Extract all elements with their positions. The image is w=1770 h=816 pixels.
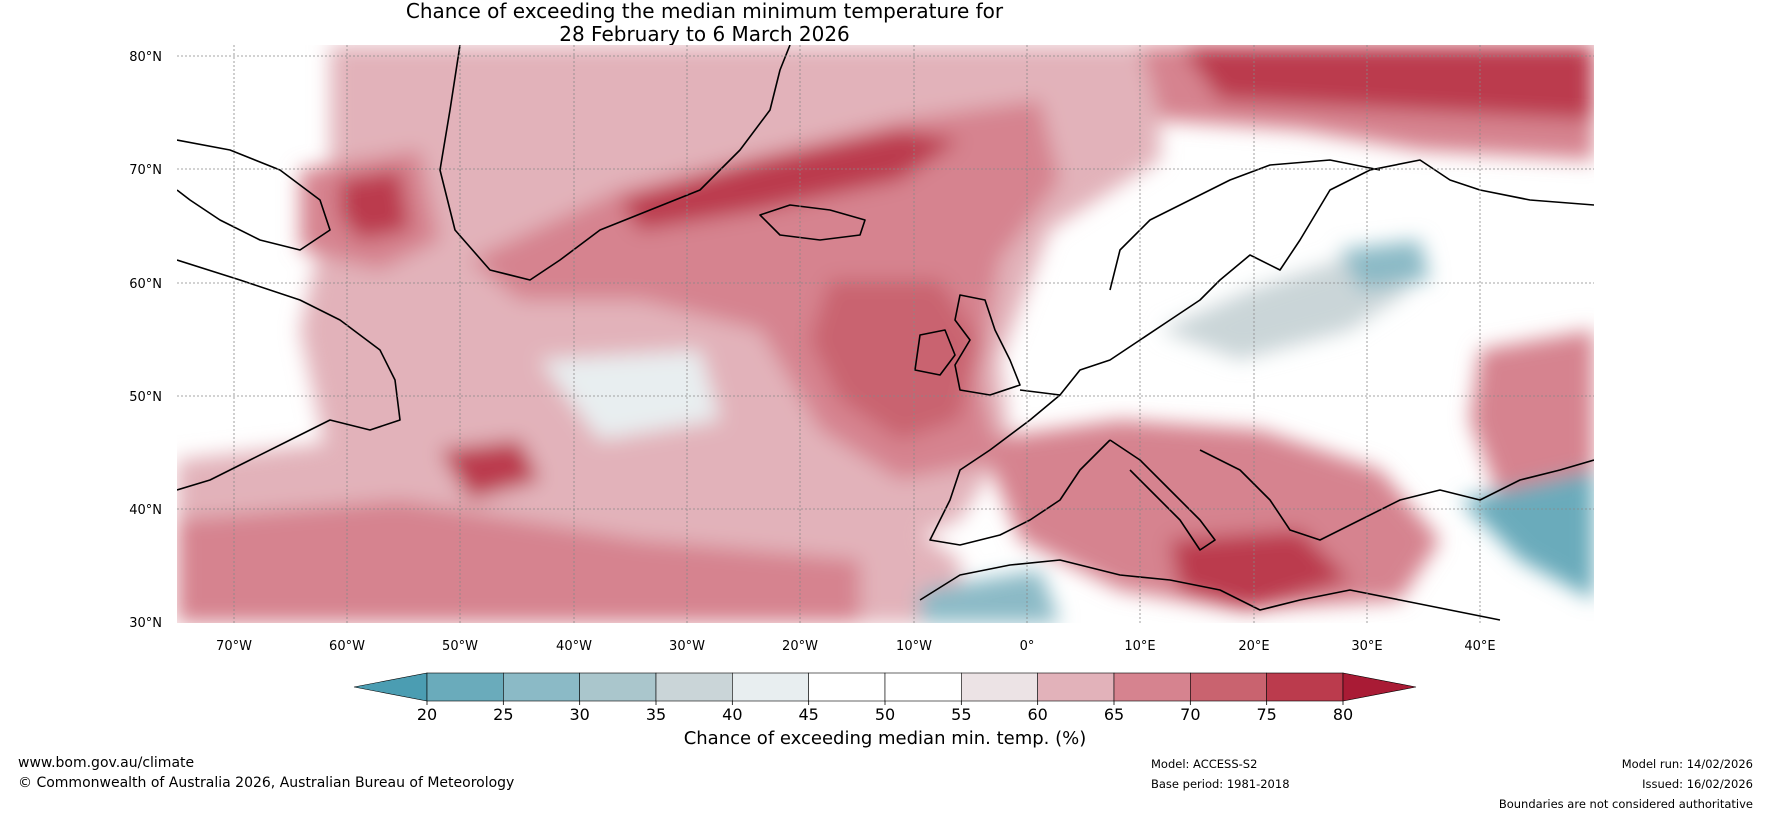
colorbar-segment bbox=[1113, 672, 1191, 702]
colorbar-segment bbox=[1266, 672, 1344, 702]
longitude-labels: 70°W 60°W 50°W 40°W 30°W 20°W 10°W 0° 10… bbox=[216, 639, 1496, 654]
coast-italy bbox=[1109, 439, 1216, 551]
field-mid-atlantic-low bbox=[540, 350, 720, 440]
footer-copyright: © Commonwealth of Australia 2026, Austra… bbox=[18, 775, 515, 791]
field-iceland-band bbox=[620, 130, 960, 230]
colorbar-segment bbox=[961, 672, 1038, 702]
lat-label-70n: 70°N bbox=[129, 163, 162, 178]
lat-label-30n: 30°N bbox=[129, 616, 162, 631]
colorbar-tick-label: 50 bbox=[875, 705, 895, 724]
lon-label-40e: 40°E bbox=[1464, 639, 1495, 654]
colorbar-tick-label: 65 bbox=[1104, 705, 1124, 724]
colorbar-label: Chance of exceeding median min. temp. (%… bbox=[683, 728, 1087, 749]
colorbar-segment bbox=[884, 672, 962, 702]
lon-label-30w: 30°W bbox=[669, 639, 705, 654]
lat-label-50n: 50°N bbox=[129, 390, 162, 405]
lon-label-20w: 20°W bbox=[782, 639, 818, 654]
lat-label-60n: 60°N bbox=[129, 277, 162, 292]
colorbar-segment bbox=[655, 672, 733, 702]
coast-labrador bbox=[177, 259, 401, 491]
field-russia-low bbox=[1340, 240, 1430, 290]
colorbar-tick-label: 55 bbox=[951, 705, 971, 724]
lon-label-30e: 30°E bbox=[1351, 639, 1382, 654]
lon-label-10e: 10°E bbox=[1124, 639, 1155, 654]
footer-issued: Issued: 16/02/2026 bbox=[1642, 777, 1753, 791]
field-sahara-low bbox=[920, 570, 1060, 623]
colorbar-segment bbox=[503, 672, 580, 702]
colorbar-tick-label: 75 bbox=[1256, 705, 1276, 724]
field-labrador-core bbox=[340, 170, 410, 240]
colorbar-ticks: 20 25 30 35 40 45 50 55 60 65 70 75 80 bbox=[417, 701, 1353, 724]
lon-label-0: 0° bbox=[1020, 639, 1035, 654]
lon-label-60w: 60°W bbox=[329, 639, 365, 654]
colorbar-extend-low bbox=[353, 672, 428, 702]
colorbar-tick-label: 80 bbox=[1333, 705, 1353, 724]
lon-label-50w: 50°W bbox=[442, 639, 478, 654]
field-scandinavia-low bbox=[1160, 250, 1410, 360]
colorbar-tick-label: 40 bbox=[722, 705, 742, 724]
field-east-europe bbox=[1470, 330, 1594, 520]
title-line-2: 28 February to 6 March 2026 bbox=[559, 22, 850, 46]
footer-disclaimer: Boundaries are not considered authoritat… bbox=[1498, 797, 1753, 811]
lon-label-10w: 10°W bbox=[896, 639, 932, 654]
colorbar-segment bbox=[1190, 672, 1267, 702]
lon-label-40w: 40°W bbox=[556, 639, 592, 654]
field-atlantic-south-core bbox=[440, 440, 540, 500]
map-figure: 80°N 70°N 60°N 50°N 40°N 30°N 70°W 60°W … bbox=[129, 45, 1594, 654]
colorbar-segment bbox=[1037, 672, 1115, 702]
lon-label-20e: 20°E bbox=[1238, 639, 1269, 654]
colorbar-tick-label: 60 bbox=[1027, 705, 1047, 724]
lat-label-40n: 40°N bbox=[129, 503, 162, 518]
colorbar-tick-label: 35 bbox=[646, 705, 666, 724]
colorbar-segment bbox=[808, 672, 886, 702]
coast-balkans bbox=[1199, 449, 1594, 541]
footer-model-run: Model run: 14/02/2026 bbox=[1621, 757, 1753, 771]
field-uk-core bbox=[810, 280, 980, 440]
coast-iceland bbox=[759, 204, 866, 241]
coast-north-africa bbox=[919, 559, 1501, 621]
colorbar-tick-label: 20 bbox=[417, 705, 437, 724]
title-line-1: Chance of exceeding the median minimum t… bbox=[405, 0, 1004, 23]
colorbar-tick-label: 70 bbox=[1180, 705, 1200, 724]
field-north-africa-core bbox=[1170, 530, 1350, 610]
coast-iberia bbox=[929, 394, 1111, 546]
map-title: Chance of exceeding the median minimum t… bbox=[0, 0, 1409, 46]
field-arctic-core bbox=[1180, 45, 1594, 120]
colorbar-segments bbox=[353, 672, 1417, 702]
footer-website: www.bom.gov.au/climate bbox=[18, 755, 195, 771]
colorbar-tick-label: 45 bbox=[798, 705, 818, 724]
probability-field bbox=[177, 45, 1594, 623]
field-east-med-low bbox=[1460, 470, 1594, 600]
coast-norway bbox=[1109, 159, 1381, 291]
footer-base-period: Base period: 1981-2018 bbox=[1151, 777, 1290, 791]
footer-model: Model: ACCESS-S2 bbox=[1151, 757, 1258, 771]
coast-ireland bbox=[914, 329, 956, 376]
coast-europe-atlantic bbox=[1019, 159, 1594, 396]
latitude-labels: 80°N 70°N 60°N 50°N 40°N 30°N bbox=[129, 50, 162, 631]
colorbar-tick-label: 30 bbox=[569, 705, 589, 724]
colorbar-segment bbox=[732, 672, 809, 702]
coast-greenland bbox=[439, 45, 791, 281]
colorbar-segment bbox=[579, 672, 657, 702]
graticule bbox=[177, 45, 1594, 623]
field-subtropics-mid bbox=[177, 500, 860, 623]
lat-label-80n: 80°N bbox=[129, 50, 162, 65]
lon-label-70w: 70°W bbox=[216, 639, 252, 654]
coast-great-britain bbox=[954, 294, 1021, 396]
coast-baffin bbox=[177, 139, 331, 251]
coastlines bbox=[177, 45, 1594, 621]
colorbar-extend-high bbox=[1342, 672, 1417, 702]
colorbar-tick-label: 25 bbox=[493, 705, 513, 724]
colorbar-segment bbox=[426, 672, 504, 702]
